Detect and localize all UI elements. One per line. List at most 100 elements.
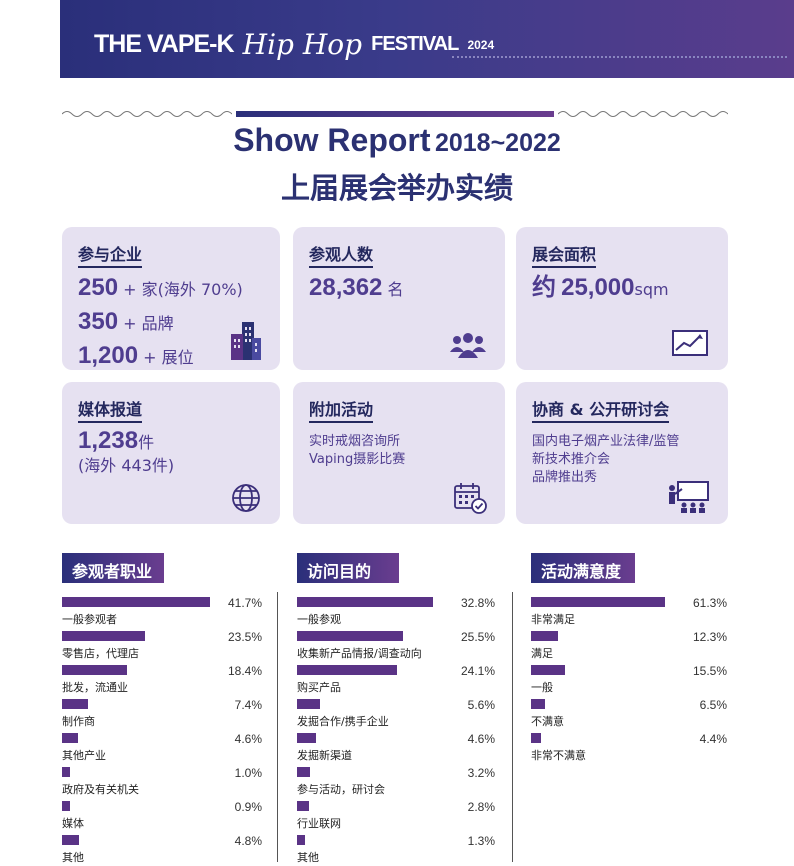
participants-brands: 350 + 品牌 bbox=[78, 306, 264, 340]
visitors-unit: 名 bbox=[387, 280, 404, 299]
chart-category-label: 制作商 bbox=[62, 715, 95, 728]
chart-value-label: 6.5% bbox=[699, 698, 727, 712]
chart-value-label: 15.5% bbox=[692, 664, 727, 678]
chart-value-label: 41.7% bbox=[227, 596, 262, 610]
logo-text-hiphop: Hip Hop bbox=[242, 28, 363, 61]
chart-bar bbox=[62, 767, 70, 777]
chart-value-label: 23.5% bbox=[227, 630, 262, 644]
chart-occupation: 41.7% 一般参观者 23.5% 零售店，代理店 18.4% 批发，流通业 7.4% 制作商… bbox=[62, 596, 262, 866]
chart-value-label: 4.6% bbox=[467, 732, 495, 746]
page-title-chinese: 上届展会举办实绩 bbox=[280, 171, 513, 205]
area-num: 25,000 bbox=[561, 274, 635, 301]
chart-bar bbox=[531, 665, 565, 675]
chart-row: 1.0% 政府及有关机关 bbox=[62, 766, 262, 801]
chart-row: 18.4% 批发，流通业 bbox=[62, 664, 262, 699]
chart-row: 4.8% 其他 bbox=[62, 834, 262, 866]
participants-brands-num: 350 bbox=[78, 308, 119, 335]
chart-row: 32.8% 一般参观 bbox=[297, 596, 495, 631]
chart-row: 6.5% 不满意 bbox=[531, 698, 727, 733]
calendar-check-icon bbox=[454, 483, 487, 514]
participants-brands-unit: + 品牌 bbox=[123, 314, 174, 333]
chart-category-label: 参与活动，研讨会 bbox=[297, 783, 385, 796]
chart-category-label: 其他 bbox=[297, 851, 319, 864]
participants-companies-num: 250 bbox=[78, 274, 119, 301]
chart-value-label: 4.6% bbox=[234, 732, 262, 746]
area-unit: sqm bbox=[634, 280, 669, 299]
area-value: 约 25,000sqm bbox=[532, 272, 712, 306]
chart-bar bbox=[62, 597, 210, 607]
title-show-report: Show Report bbox=[233, 122, 431, 158]
card-head-media: 媒体报道 bbox=[78, 396, 143, 423]
buildings-icon bbox=[231, 322, 261, 360]
presentation-icon bbox=[669, 481, 709, 513]
chart-value-label: 5.6% bbox=[467, 698, 495, 712]
extra-event-item: Vaping摄影比赛 bbox=[309, 452, 406, 467]
banner-dotted-line bbox=[452, 56, 787, 58]
column-divider bbox=[277, 592, 278, 862]
chart-value-label: 0.9% bbox=[234, 800, 262, 814]
section-tag-purpose: 访问目的 bbox=[297, 553, 399, 583]
card-head-participants: 参与企业 bbox=[78, 241, 143, 268]
title-years: 2018~2022 bbox=[434, 129, 561, 157]
seminar-item: 国内电子烟产业法律/监管 bbox=[532, 434, 680, 449]
participants-booths-num: 1,200 bbox=[78, 342, 139, 369]
extra-events-list: 实时戒烟咨询所 Vaping摄影比赛 bbox=[309, 433, 489, 469]
chart-row: 4.4% 非常不满意 bbox=[531, 732, 727, 767]
chart-purpose: 32.8% 一般参观 25.5% 收集新产品情报/调查动向 24.1% 购买产品 5.6% 发… bbox=[297, 596, 495, 866]
chart-value-label: 25.5% bbox=[460, 630, 495, 644]
chart-category-label: 批发，流通业 bbox=[62, 681, 128, 694]
chart-category-label: 零售店，代理店 bbox=[62, 647, 139, 660]
chart-row: 0.9% 媒体 bbox=[62, 800, 262, 835]
chart-row: 2.8% 行业联网 bbox=[297, 800, 495, 835]
chart-value-label: 1.3% bbox=[467, 834, 495, 848]
chart-bar bbox=[62, 631, 146, 641]
chart-category-label: 非常满足 bbox=[531, 613, 575, 626]
logo-year: 2024 bbox=[467, 37, 495, 52]
chart-row: 15.5% 一般 bbox=[531, 664, 727, 699]
chart-value-label: 32.8% bbox=[460, 596, 495, 610]
participants-booths-unit: + 展位 bbox=[143, 348, 194, 367]
chart-value-label: 12.3% bbox=[692, 630, 727, 644]
chart-row: 24.1% 购买产品 bbox=[297, 664, 495, 699]
chart-category-label: 收集新产品情报/调查动向 bbox=[297, 647, 422, 660]
chart-bar bbox=[531, 733, 541, 743]
page-title-english: Show Report 2018~2022 bbox=[0, 122, 794, 159]
chart-row: 3.2% 参与活动，研讨会 bbox=[297, 766, 495, 801]
people-icon bbox=[450, 333, 486, 358]
chart-bar bbox=[62, 699, 89, 709]
title-accent-bar bbox=[236, 111, 554, 117]
chart-value-label: 61.3% bbox=[692, 596, 727, 610]
chart-category-label: 一般参观 bbox=[297, 613, 341, 626]
chart-bar bbox=[297, 631, 403, 641]
area-prefix: 约 bbox=[532, 274, 556, 301]
chart-value-label: 4.8% bbox=[234, 834, 262, 848]
chart-bar bbox=[297, 801, 309, 811]
chart-bar bbox=[62, 733, 79, 743]
participants-booths: 1,200 + 展位 bbox=[78, 340, 264, 374]
chart-category-label: 购买产品 bbox=[297, 681, 341, 694]
chart-category-label: 满足 bbox=[531, 647, 553, 660]
chart-category-label: 发掘合作/携手企业 bbox=[297, 715, 389, 728]
participants-companies-unit: + 家(海外 70%) bbox=[123, 280, 243, 299]
participants-companies: 250 + 家(海外 70%) bbox=[78, 272, 264, 306]
chart-bar bbox=[297, 699, 321, 709]
section-tag-occupation: 参观者职业 bbox=[62, 553, 164, 583]
globe-icon bbox=[232, 484, 260, 512]
chart-row: 4.6% 发掘新渠道 bbox=[297, 732, 495, 767]
chart-row: 41.7% 一般参观者 bbox=[62, 596, 262, 631]
media-unit: 件 bbox=[138, 433, 155, 452]
chart-bar bbox=[62, 835, 80, 845]
card-head-extra: 附加活动 bbox=[309, 396, 374, 423]
chart-bar bbox=[62, 665, 128, 675]
chart-bar bbox=[531, 597, 665, 607]
chart-category-label: 其他产业 bbox=[62, 749, 106, 762]
chart-row: 4.6% 其他产业 bbox=[62, 732, 262, 767]
chart-category-label: 行业联网 bbox=[297, 817, 341, 830]
chart-category-label: 一般 bbox=[531, 681, 553, 694]
chart-satisfaction: 61.3% 非常满足 12.3% 满足 15.5% 一般 6.5% 不满意 4.4% 非常不满意 bbox=[531, 596, 727, 767]
chart-value-label: 18.4% bbox=[227, 664, 262, 678]
chart-row: 12.3% 满足 bbox=[531, 630, 727, 665]
media-num: 1,238 bbox=[78, 427, 139, 454]
chart-board-icon bbox=[672, 330, 708, 356]
media-overseas: (海外 443件) bbox=[78, 456, 175, 475]
